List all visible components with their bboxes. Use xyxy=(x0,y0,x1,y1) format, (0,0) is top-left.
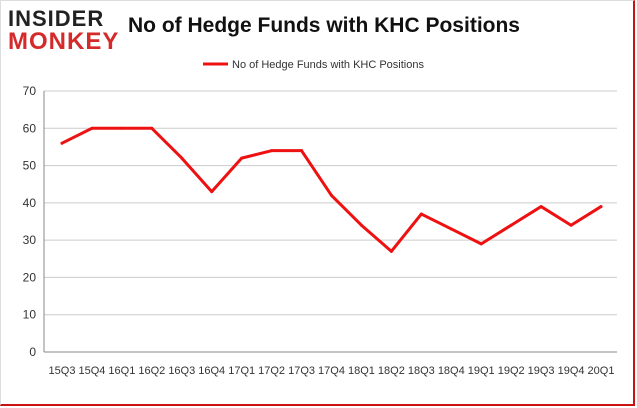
data-point xyxy=(330,193,333,197)
x-tick-label: 20Q1 xyxy=(588,365,615,377)
data-point xyxy=(449,227,453,231)
x-tick-label: 18Q4 xyxy=(438,365,465,377)
data-point xyxy=(479,242,483,246)
x-tick-label: 18Q1 xyxy=(348,365,375,377)
x-tick-label: 19Q4 xyxy=(558,365,585,377)
data-point xyxy=(389,249,393,253)
y-tick-label: 50 xyxy=(23,159,37,173)
data-point xyxy=(419,212,423,216)
insider-monkey-logo: INSIDER MONKEY xyxy=(8,6,120,55)
y-tick-label: 60 xyxy=(23,121,37,135)
data-point xyxy=(210,190,214,194)
data-point xyxy=(240,156,244,160)
data-point xyxy=(539,205,543,209)
x-tick-label: 17Q1 xyxy=(228,365,255,377)
data-point xyxy=(359,223,363,227)
data-point xyxy=(569,223,573,227)
logo-line-2: MONKEY xyxy=(8,28,120,55)
x-tick-label: 18Q2 xyxy=(378,365,405,377)
series-layer xyxy=(60,126,603,253)
x-tick-label: 17Q4 xyxy=(318,365,345,377)
logo-line-1: INSIDER xyxy=(8,6,105,31)
data-point xyxy=(90,126,94,130)
x-tick-label: 19Q2 xyxy=(498,365,525,377)
y-tick-label: 0 xyxy=(29,345,36,359)
x-tick-label: 17Q2 xyxy=(258,365,285,377)
x-tick-label: 19Q1 xyxy=(468,365,495,377)
data-point xyxy=(509,223,513,227)
legend: No of Hedge Funds with KHC Positions xyxy=(203,59,424,71)
x-tick-label: 16Q1 xyxy=(108,365,135,377)
x-tick-label: 17Q3 xyxy=(288,365,315,377)
chart-title: No of Hedge Funds with KHC Positions xyxy=(128,14,520,37)
x-tick-label: 16Q2 xyxy=(138,365,165,377)
legend-label: No of Hedge Funds with KHC Positions xyxy=(232,59,424,71)
axes xyxy=(43,91,617,353)
data-point xyxy=(180,156,184,160)
x-tick-label: 16Q3 xyxy=(168,365,195,377)
y-tick-label: 20 xyxy=(23,270,37,284)
data-point xyxy=(599,205,603,209)
series-line xyxy=(60,126,603,253)
y-tick-label: 10 xyxy=(23,308,37,322)
y-tick-label: 40 xyxy=(23,196,37,210)
x-tick-label: 19Q3 xyxy=(528,365,555,377)
y-tick-labels: 0 10 20 30 40 50 60 70 xyxy=(23,84,37,359)
x-tick-label: 18Q3 xyxy=(408,365,435,377)
data-point xyxy=(60,141,64,145)
y-tick-label: 30 xyxy=(23,233,37,247)
gridlines xyxy=(44,90,617,316)
x-tick-label: 16Q4 xyxy=(198,365,225,377)
data-point xyxy=(270,149,274,153)
data-point xyxy=(120,126,124,130)
x-tick-label: 15Q4 xyxy=(78,365,105,377)
x-tick-label: 15Q3 xyxy=(49,365,76,377)
x-tick-labels: 15Q3 15Q4 16Q1 16Q2 16Q3 16Q4 17Q1 17Q2 17Q3 17Q4… xyxy=(49,365,615,377)
data-point xyxy=(150,126,154,130)
data-point xyxy=(300,149,304,153)
y-tick-label: 70 xyxy=(23,84,37,98)
